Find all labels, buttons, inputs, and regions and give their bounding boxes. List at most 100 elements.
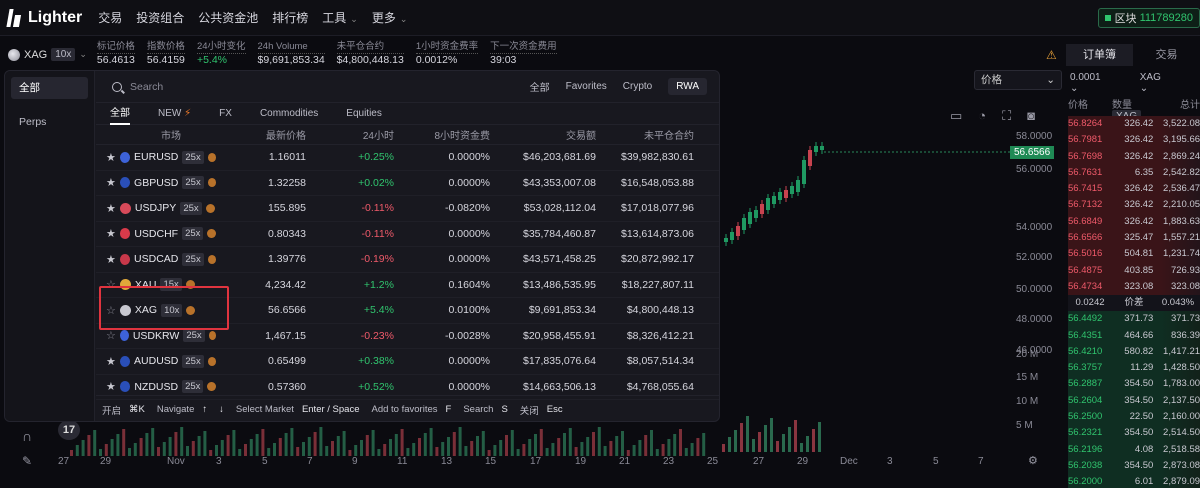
favorite-star-icon[interactable]: ★ (106, 202, 116, 215)
ask-row[interactable]: 56.8264 326.42 3,522.08 (1068, 116, 1200, 133)
time-tick-label: 27 (58, 456, 70, 467)
table-row[interactable]: ★ USDJPY 25x 155.895 -0.11% -0.0820% $53,028,1… (96, 196, 719, 222)
category-commodities[interactable]: Commodities (259, 107, 319, 119)
category-equities[interactable]: Equities (346, 107, 382, 119)
camera-icon[interactable]: ◙ (1027, 108, 1036, 123)
tab-trades[interactable]: 交易 (1155, 49, 1178, 61)
category-new[interactable]: NEW ⚡ (158, 103, 191, 125)
search-icon (112, 81, 122, 92)
indicator-icon[interactable]: ◔ (978, 108, 987, 123)
col-funding[interactable]: 8小时资金费 (434, 131, 490, 142)
settings-icon[interactable]: ⚙ (1028, 455, 1038, 467)
favorite-star-icon[interactable]: ★ (106, 381, 116, 394)
col-volume[interactable]: 交易额 (566, 131, 596, 142)
nav-tools[interactable]: 工具 ⌄ (322, 9, 358, 26)
volume-bar (481, 431, 485, 456)
col-open-interest[interactable]: 未平仓合约 (644, 131, 694, 142)
bid-row[interactable]: 56.2321 354.50 2,514.50 (1068, 425, 1200, 442)
favorite-star-icon[interactable]: ★ (106, 228, 116, 241)
ask-row[interactable]: 56.4875 403.85 726.93 (1068, 262, 1200, 279)
filter-crypto[interactable]: Crypto (622, 81, 653, 92)
ask-row[interactable]: 56.7415 326.42 2,536.47 (1068, 181, 1200, 198)
magnet-icon[interactable]: ∩ (22, 428, 33, 444)
logo[interactable]: Lighter (8, 9, 82, 27)
change-24h: -0.11% (361, 202, 395, 215)
volume: $17,835,076.64 (523, 355, 596, 368)
category-fx[interactable]: FX (219, 107, 232, 119)
bid-row[interactable]: 56.2500 22.50 2,160.00 (1068, 409, 1200, 426)
bid-row[interactable]: 56.2038 354.50 2,873.08 (1068, 457, 1200, 475)
nav-trade[interactable]: 交易 (98, 11, 123, 25)
col-last-price[interactable]: 最新价格 (266, 131, 306, 142)
nav-more[interactable]: 更多 ⌄ (372, 9, 408, 26)
volume-bar (800, 443, 803, 452)
ask-row[interactable]: 56.7698 326.42 2,869.24 (1068, 148, 1200, 165)
sidebar-item-perps[interactable]: Perps (19, 116, 47, 128)
rectangle-icon[interactable]: ▭ (950, 108, 963, 123)
favorite-star-icon[interactable]: ☆ (106, 279, 116, 292)
rwa-badge-icon (207, 382, 216, 392)
table-row[interactable]: ★ USDCHF 25x 0.80343 -0.11% 0.0000% $35,784,46… (96, 222, 719, 247)
favorite-star-icon[interactable]: ☆ (106, 304, 116, 317)
favorite-star-icon[interactable]: ★ (106, 151, 116, 164)
favorite-star-icon[interactable]: ★ (106, 355, 116, 368)
bid-row[interactable]: 56.4351 464.66 836.39 (1068, 327, 1200, 344)
category-all[interactable]: 全部 (110, 103, 130, 125)
nav-portfolio[interactable]: 投资组合 (136, 11, 185, 25)
search-input[interactable] (130, 80, 430, 93)
bid-row[interactable]: 56.2887 354.50 1,783.00 (1068, 376, 1200, 393)
volume-bar (621, 431, 624, 456)
nav-public-pool[interactable]: 公共资金池 (198, 11, 259, 25)
bid-row[interactable]: 56.4492 371.73 371.73 (1068, 311, 1200, 328)
ask-row[interactable]: 56.7981 326.42 3,195.66 (1068, 132, 1200, 149)
block-label: 区块 (1114, 13, 1137, 25)
filter-rwa[interactable]: RWA (668, 78, 707, 95)
table-row[interactable]: ☆ XAG 10x 56.6566 +5.4% 0.0100% $9,691,853.34 $… (96, 298, 719, 324)
col-market[interactable]: 市场 (161, 131, 181, 142)
tick-size-select[interactable]: 0.0001 ⌄ (1070, 72, 1101, 94)
tab-orderbook[interactable]: 订单簿 (1066, 44, 1133, 66)
leverage-badge: 25x (182, 150, 204, 164)
ask-row[interactable]: 56.7631 6.35 2,542.82 (1068, 164, 1200, 182)
price-dropdown[interactable]: 价格 ⌄ (974, 70, 1062, 90)
market-selector[interactable]: XAG 10x ⌄ (8, 48, 87, 61)
table-row[interactable]: ★ AUDUSD 25x 0.65499 +0.38% 0.0000% $17,835,07… (96, 349, 719, 375)
ask-row[interactable]: 56.5016 504.81 1,231.74 (1068, 246, 1200, 263)
col-24h[interactable]: 24小时 (362, 131, 394, 142)
nav-leaderboard[interactable]: 排行榜 (272, 11, 309, 25)
ask-row[interactable]: 56.6849 326.42 1,883.63 (1068, 213, 1200, 231)
bid-row[interactable]: 56.3757 11.29 1,428.50 (1068, 360, 1200, 377)
filter-favorites[interactable]: Favorites (565, 81, 607, 92)
bid-row[interactable]: 56.4210 580.82 1,417.21 (1068, 343, 1200, 361)
stat-mark-price: 标记价格 56.4613 (96, 40, 135, 67)
filter-all[interactable]: 全部 (529, 83, 550, 94)
stat-value: 56.4159 (146, 54, 185, 66)
volume: $20,958,455.91 (523, 329, 596, 342)
table-row[interactable]: ★ USDCAD 25x 1.39776 -0.19% 0.0000% $43,571,45… (96, 247, 719, 273)
fullscreen-icon[interactable]: ⛶ (1002, 108, 1012, 123)
ask-row[interactable]: 56.6566 325.47 1,557.21 (1068, 230, 1200, 247)
bid-row[interactable]: 56.2000 6.01 2,879.09 (1068, 474, 1200, 488)
favorite-star-icon[interactable]: ☆ (106, 330, 116, 343)
price-chart[interactable] (720, 100, 1060, 472)
funding-rate: -0.0820% (445, 202, 490, 215)
table-row[interactable]: ★ GBPUSD 25x 1.32258 +0.02% 0.0000% $43,353,00… (96, 171, 719, 196)
favorite-star-icon[interactable]: ★ (106, 253, 116, 266)
table-row[interactable]: ☆ USDKRW 25x 1,467.15 -0.23% -0.0028% $20,958,… (96, 324, 719, 349)
warning-icon[interactable]: ⚠ (1046, 48, 1057, 62)
table-row[interactable]: ★ EURUSD 25x 1.16011 +0.25% 0.0000% $46,203,68… (96, 145, 719, 171)
ask-row[interactable]: 56.7132 326.42 2,210.05 (1068, 197, 1200, 214)
bid-row[interactable]: 56.2604 354.50 2,137.50 (1068, 392, 1200, 410)
ask-row[interactable]: 56.4734 323.08 323.08 (1068, 278, 1200, 296)
volume-bar (319, 427, 323, 456)
unit-select[interactable]: XAG ⌄ (1139, 72, 1161, 94)
table-row[interactable]: ☆ XAU 15x 4,234.42 +1.2% 0.1604% $13,486,535.9… (96, 273, 719, 298)
table-row[interactable]: ★ NZDUSD 25x 0.57360 +0.52% 0.0000% $14,663,50… (96, 375, 719, 400)
order-price: 56.6566 (1068, 232, 1103, 244)
bid-row[interactable]: 56.2196 4.08 2,518.58 (1068, 441, 1200, 458)
volume-bar (157, 447, 160, 456)
sidebar-item-all[interactable]: 全部 (11, 77, 88, 99)
pencil-icon[interactable]: ✎ (22, 454, 33, 468)
order-price: 56.7415 (1068, 183, 1103, 195)
favorite-star-icon[interactable]: ★ (106, 177, 116, 190)
